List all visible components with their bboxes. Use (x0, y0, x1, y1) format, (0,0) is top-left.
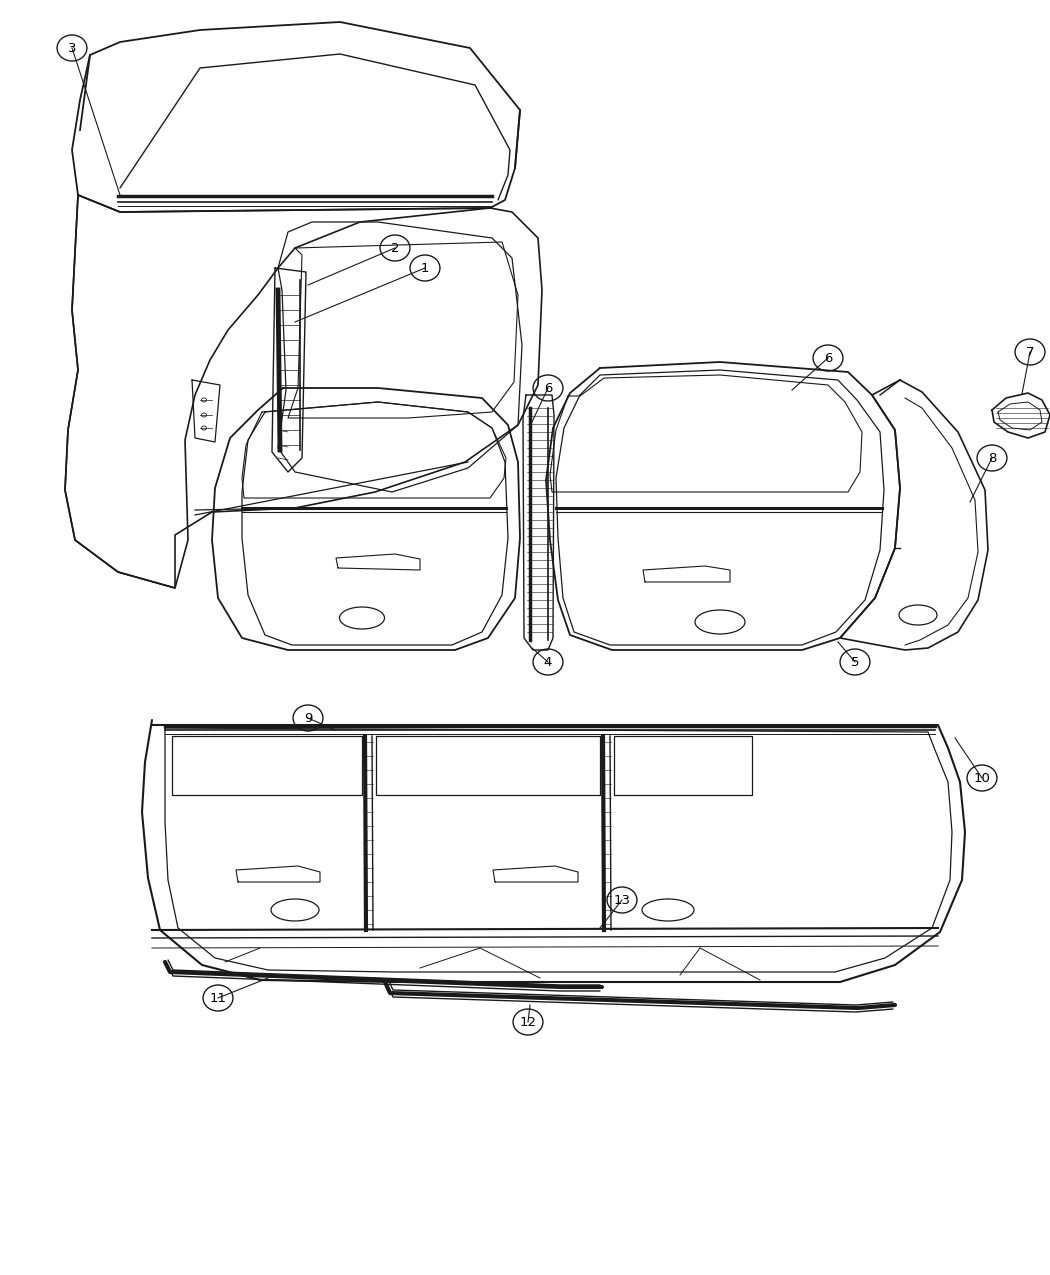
Text: 1: 1 (421, 261, 429, 274)
Text: 12: 12 (520, 1015, 537, 1029)
Text: 6: 6 (824, 352, 833, 365)
Text: 5: 5 (850, 655, 859, 668)
Text: 11: 11 (210, 992, 227, 1005)
Text: 4: 4 (544, 655, 552, 668)
Text: 8: 8 (988, 451, 996, 464)
Text: 2: 2 (391, 241, 399, 255)
Text: 13: 13 (613, 894, 630, 907)
Text: 7: 7 (1026, 346, 1034, 358)
Text: 9: 9 (303, 711, 312, 724)
Text: 3: 3 (68, 42, 77, 55)
Text: 10: 10 (973, 771, 990, 784)
Text: 6: 6 (544, 381, 552, 394)
